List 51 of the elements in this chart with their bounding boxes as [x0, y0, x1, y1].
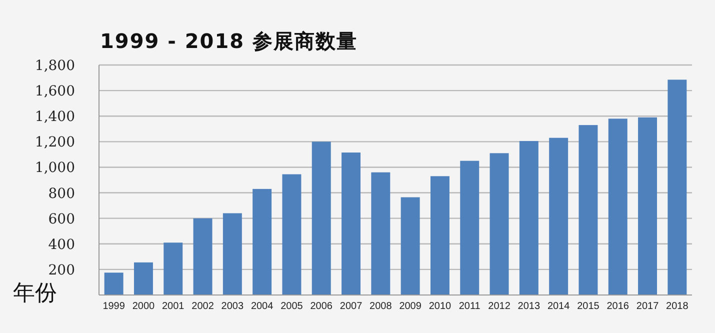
bar: [164, 242, 183, 295]
y-tick-label: 1,600: [34, 84, 75, 100]
x-tick-label: 2006: [310, 301, 333, 312]
x-tick-label: 2008: [370, 301, 392, 312]
bar: [193, 218, 212, 295]
x-tick-label: 2004: [250, 301, 274, 312]
bar: [342, 152, 361, 295]
x-tick-label: 2016: [606, 301, 630, 312]
bar: [222, 213, 242, 295]
bar: [371, 172, 390, 295]
x-tick-label: 2012: [488, 301, 511, 312]
x-tick-label: 2017: [636, 301, 660, 312]
y-tick-label: 1,400: [34, 109, 75, 126]
x-tick-label: 2009: [399, 301, 422, 312]
x-tick-label: 2005: [280, 301, 304, 312]
bar: [608, 118, 628, 295]
bar: [519, 141, 538, 295]
y-tick-label: 600: [48, 211, 75, 228]
x-tick-label: 2003: [221, 301, 244, 312]
x-axis-title: 年份: [13, 280, 57, 305]
bar: [549, 138, 568, 295]
bar: [400, 197, 420, 295]
x-tick-label: 2014: [547, 301, 570, 312]
x-tick-label: 2001: [162, 301, 185, 312]
y-tick-label: 800: [48, 186, 75, 202]
y-tick-label: 400: [48, 236, 75, 253]
y-tick-label: 200: [48, 262, 75, 278]
bar: [668, 80, 687, 295]
bar: [312, 142, 331, 295]
x-tick-label: 2018: [666, 301, 689, 312]
x-tick-label: 2002: [192, 301, 214, 312]
bar: [430, 176, 450, 295]
bar: [638, 117, 658, 295]
bar: [252, 188, 272, 295]
bar: [578, 125, 598, 295]
x-tick-label: 2010: [428, 301, 452, 312]
x-tick-label: 2007: [340, 301, 363, 312]
bar: [282, 174, 302, 295]
y-tick-label: 1,000: [34, 160, 75, 176]
x-tick-label: 2000: [132, 301, 156, 312]
x-tick-label: 2011: [458, 301, 481, 312]
bar: [460, 160, 480, 295]
y-tick-label: 1,200: [34, 134, 75, 151]
x-tick-label: 2013: [518, 301, 540, 312]
chart-title: 1999 - 2018 参展商数量: [100, 29, 358, 53]
bar: [490, 153, 509, 295]
y-tick-label: 1,800: [34, 58, 75, 74]
x-tick-label: 2015: [577, 301, 600, 312]
bar: [134, 262, 153, 295]
x-tick-label: 1999: [102, 301, 126, 312]
bar: [104, 272, 124, 295]
